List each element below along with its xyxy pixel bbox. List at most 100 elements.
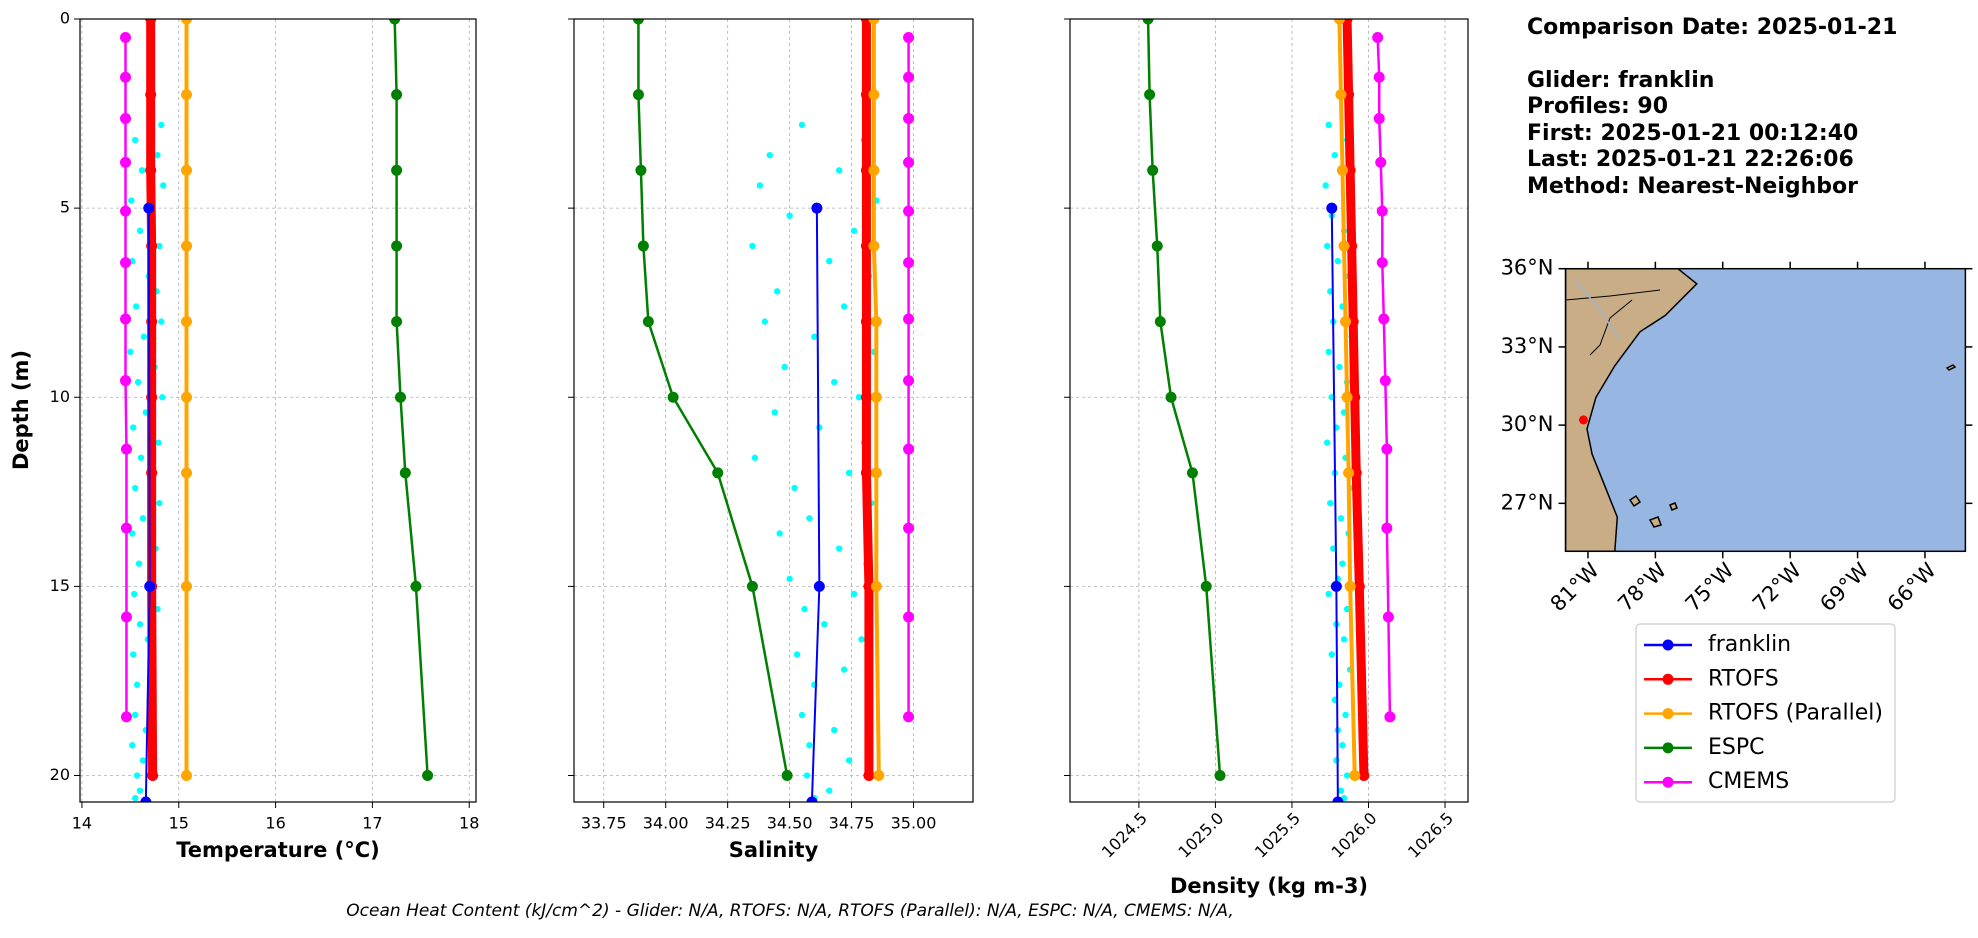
series-marker [146,467,158,479]
legend: franklin RTOFS RTOFS (Parallel) ESPC CMEMS [1635,623,1896,803]
series-marker [181,467,193,479]
map-frame [1564,267,1967,553]
glider-point [806,742,813,749]
x-axis-label: Temperature (°C) [176,838,379,862]
map: 81°W 78°W 75°W 72°W 69°W 66°W 27°N 30°N 33°N 36°N [1501,256,1973,616]
glider-point [855,394,863,401]
glider-point [811,333,818,340]
series-marker [1379,375,1391,387]
y-tick-label: 20 [50,765,70,784]
glider-point [133,772,141,779]
glider-point [1331,151,1339,159]
glider-point [139,515,147,522]
series-marker [146,391,158,403]
series-marker [146,240,158,252]
glider-point [776,530,783,537]
glider-point [786,575,793,583]
series-marker [868,240,880,252]
series-marker [781,770,793,782]
series-marker [1344,164,1356,176]
x-tick-label: 15 [169,814,189,833]
series-marker [120,32,132,44]
series-marker [422,770,434,782]
series-marker [120,205,132,217]
y-tick-label: 5 [60,198,70,217]
info-line: Last: 2025-01-21 22:26:06 [1527,147,1854,172]
series-marker [903,205,915,217]
series-marker [1343,467,1355,479]
x-tick-label: 1025.5 [1251,809,1304,862]
glider-point [159,394,166,401]
series-marker [1330,580,1342,592]
series-marker [1378,313,1390,325]
series-marker [120,313,132,325]
series-marker [1358,770,1370,782]
glider-point [831,726,838,734]
series-marker [1144,89,1156,101]
map-lon-label: 69°W [1815,558,1873,616]
series-marker [868,164,880,176]
glider-point [850,227,858,235]
series-marker [1341,391,1353,403]
glider-point [806,515,813,522]
series-marker [399,467,411,479]
series-marker [1200,580,1212,592]
series-marker [144,580,156,592]
glider-point [816,424,823,431]
footer-note: Ocean Heat Content (kJ/cm^2) - Glider: N… [346,901,1233,921]
info-line: First: 2025-01-21 00:12:40 [1527,121,1858,146]
map-lat-label: 33°N [1501,334,1554,358]
series-marker [1165,391,1177,403]
glider-point [154,151,161,159]
glider-point [1328,651,1335,658]
glider-point [133,681,141,688]
state-border [1589,299,1633,356]
legend-label: RTOFS (Parallel) [1708,701,1883,726]
series-marker [903,71,915,83]
legend-marker [1662,673,1674,685]
glider-point [129,742,136,749]
series-marker [903,611,915,623]
glider-point [127,348,134,356]
series-marker [140,796,152,802]
series-marker [181,19,193,25]
series-marker [870,316,882,328]
glider-point [798,711,806,719]
series-marker [1373,112,1385,124]
series-marker [860,467,872,479]
glider-point [774,288,781,295]
glider-point [132,303,140,310]
glider-point [781,363,788,371]
series-marker [1335,89,1347,101]
info-line: Method: Nearest-Neighbor [1527,174,1858,199]
legend-marker [1662,639,1674,651]
glider-point [156,499,163,507]
series-marker [903,522,915,534]
legend-marker [1662,776,1674,788]
glider-point [158,318,165,325]
series-marker [860,316,872,328]
series-marker [147,770,159,782]
series-marker [120,257,132,269]
glider-point [826,257,833,265]
glider-point [749,242,756,250]
x-tick-label: 18 [459,814,479,833]
map-lon-label: 66°W [1883,558,1941,616]
series-marker [642,316,654,328]
series-marker [1344,580,1356,592]
series-marker [870,467,882,479]
axes-frame [573,18,974,803]
glider-point [1325,348,1332,356]
series-marker [1375,156,1387,168]
glider-point [793,651,801,658]
series-marker [1350,467,1362,479]
x-tick-label: 1026.0 [1327,809,1380,862]
series-marker [391,89,403,101]
series-marker [1343,89,1355,101]
glider-point [786,212,793,219]
glider-point [139,757,147,764]
series-marker [903,156,915,168]
glider-point [840,666,848,673]
series-marker [145,89,157,101]
series-marker [1382,611,1394,623]
